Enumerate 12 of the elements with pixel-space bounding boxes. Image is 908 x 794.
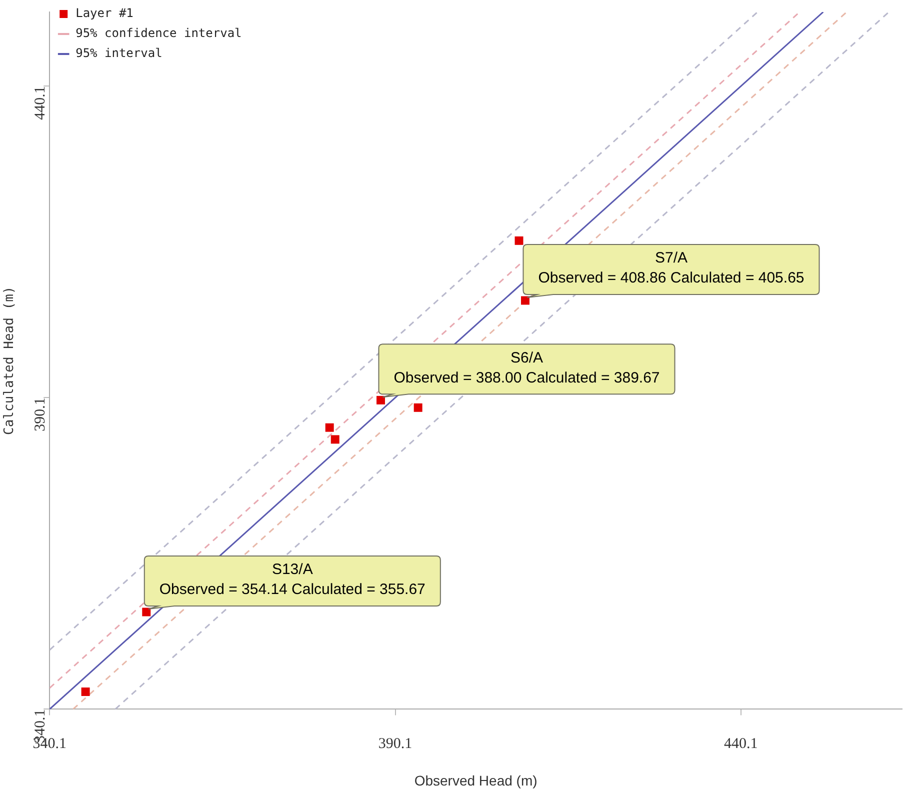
x-axis-title: Observed Head (m): [414, 772, 538, 788]
y-axis-title: Calculated Head (m): [2, 286, 18, 435]
x-tick-label: 390.1: [378, 736, 412, 752]
legend-label: Layer #1: [76, 6, 134, 20]
annotation: S7/A Observed = 408.86 Calculated = 405.65: [538, 250, 804, 287]
annotation: S6/A Observed = 388.00 Calculated = 389.67: [394, 349, 660, 386]
x-tick-label: 440.1: [724, 736, 758, 752]
legend-label: 95% confidence interval: [76, 26, 242, 40]
y-tick-label: 390.1: [32, 398, 49, 432]
annotation: S13/A Observed = 354.14 Calculated = 355.67: [159, 561, 426, 598]
legend-label: 95% interval: [76, 46, 162, 60]
y-tick-label: 440.1: [32, 86, 49, 120]
